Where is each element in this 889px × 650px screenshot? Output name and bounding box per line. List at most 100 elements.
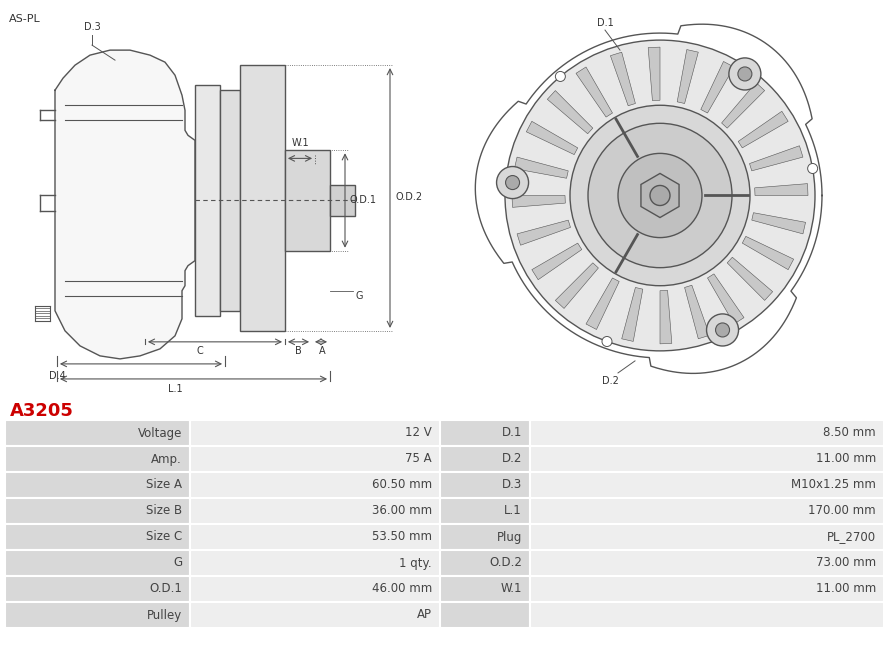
Text: A: A [318,346,325,356]
Text: O.D.2: O.D.2 [489,556,522,569]
Text: W.1: W.1 [292,138,308,148]
Text: 1 qty.: 1 qty. [399,556,432,569]
Text: D.2: D.2 [501,452,522,465]
Polygon shape [548,90,593,134]
Circle shape [602,337,612,346]
Text: B: B [294,346,301,356]
Text: Size C: Size C [146,530,182,543]
Bar [440,472,530,498]
Bar [5,576,190,602]
Bar [530,420,884,446]
Bar [190,472,440,498]
Text: Size B: Size B [146,504,182,517]
Bar [530,472,884,498]
Polygon shape [556,263,598,309]
Bar [440,420,530,446]
Polygon shape [526,122,578,155]
Text: O.D.2: O.D.2 [395,192,422,203]
Circle shape [570,105,750,286]
Text: D.2: D.2 [602,376,619,386]
Polygon shape [576,67,613,117]
Bar [530,498,884,524]
Text: D.1: D.1 [597,18,613,28]
Circle shape [505,40,815,351]
Text: 11.00 mm: 11.00 mm [816,582,876,595]
Bar [5,420,190,446]
Text: L.1: L.1 [504,504,522,517]
Text: A3205: A3205 [10,402,74,420]
Bar [190,524,440,550]
Circle shape [707,314,739,346]
Bar [5,602,190,628]
Bar [330,185,355,216]
Bar [190,576,440,602]
Text: Size A: Size A [146,478,182,491]
Circle shape [497,166,529,199]
Text: D.1: D.1 [501,426,522,439]
Bar [190,420,440,446]
Text: 46.00 mm: 46.00 mm [372,582,432,595]
Text: O.D.1: O.D.1 [149,582,182,595]
Polygon shape [55,50,195,359]
Bar [190,550,440,576]
Circle shape [738,67,752,81]
Polygon shape [517,220,571,245]
Polygon shape [749,146,803,171]
Polygon shape [611,52,636,106]
Polygon shape [648,47,660,101]
Circle shape [588,124,732,268]
Polygon shape [738,111,789,148]
Text: D.3: D.3 [84,22,100,32]
Bar [440,446,530,472]
Text: 170.00 mm: 170.00 mm [808,504,876,517]
Polygon shape [752,213,805,234]
Polygon shape [512,196,565,207]
Polygon shape [722,83,765,128]
Circle shape [807,164,818,174]
Text: G: G [172,556,182,569]
Text: M10x1.25 mm: M10x1.25 mm [791,478,876,491]
Polygon shape [727,257,773,300]
Text: D.4: D.4 [49,371,66,381]
Bar [440,498,530,524]
Polygon shape [641,174,679,218]
Text: Plug: Plug [497,530,522,543]
Bar [195,85,220,316]
Circle shape [618,153,702,238]
Polygon shape [515,157,568,178]
Text: Amp.: Amp. [151,452,182,465]
Bar [190,498,440,524]
Polygon shape [742,237,794,270]
Text: C: C [196,346,204,356]
Bar [440,524,530,550]
Bar [530,576,884,602]
Bar [5,472,190,498]
Bar [190,446,440,472]
Bar [5,550,190,576]
Text: W.1: W.1 [501,582,522,595]
Bar [530,524,884,550]
Text: Pulley: Pulley [147,608,182,621]
Polygon shape [586,278,620,330]
Bar [530,446,884,472]
Bar [530,602,884,628]
Polygon shape [677,49,698,103]
Circle shape [506,176,519,190]
Polygon shape [755,184,808,196]
Text: 8.50 mm: 8.50 mm [823,426,876,439]
Bar [285,150,330,251]
Bar [5,446,190,472]
Text: O.D.1: O.D.1 [350,196,377,205]
Bar [220,90,240,311]
Bar [440,602,530,628]
Text: 36.00 mm: 36.00 mm [372,504,432,517]
Polygon shape [660,291,672,344]
Text: G: G [355,291,363,301]
Text: 11.00 mm: 11.00 mm [816,452,876,465]
Text: Voltage: Voltage [138,426,182,439]
Bar [530,550,884,576]
Polygon shape [532,243,581,280]
Polygon shape [701,62,734,113]
Text: 73.00 mm: 73.00 mm [816,556,876,569]
Bar [5,524,190,550]
